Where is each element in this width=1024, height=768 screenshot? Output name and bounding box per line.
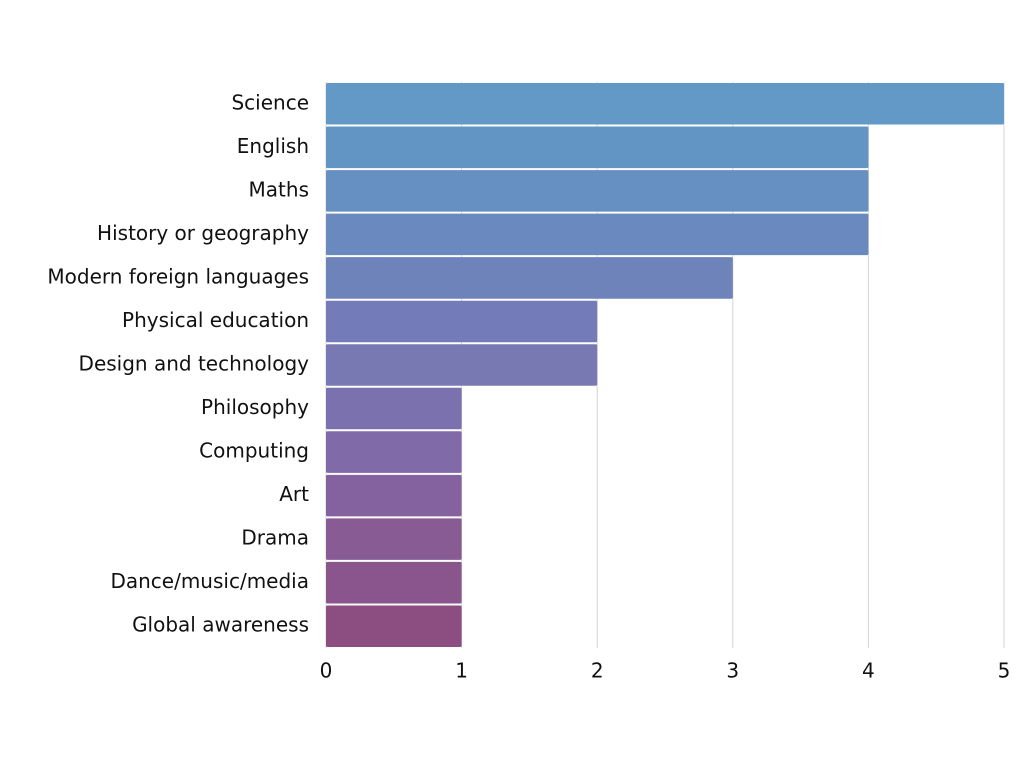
x-tick-label: 2 <box>591 659 604 683</box>
y-tick-label: Physical education <box>122 308 309 332</box>
x-tick-label: 5 <box>998 659 1011 683</box>
y-tick-label: History or geography <box>97 221 309 245</box>
bar <box>326 300 598 343</box>
bar <box>326 431 462 473</box>
bar <box>326 344 598 386</box>
bar <box>326 83 1004 125</box>
x-tick-label: 1 <box>455 659 468 683</box>
bar <box>326 605 462 647</box>
y-tick-label: Design and technology <box>79 352 310 376</box>
bar <box>326 387 462 430</box>
y-tick-label: Dance/music/media <box>110 569 309 593</box>
bar <box>326 213 869 256</box>
x-tick-label: 0 <box>320 659 333 683</box>
y-tick-label: Maths <box>249 177 309 201</box>
y-tick-label: Global awareness <box>132 613 309 637</box>
y-tick-label: Modern foreign languages <box>47 264 309 288</box>
x-tick-label: 4 <box>862 659 875 683</box>
bar <box>326 126 869 169</box>
y-tick-label: Drama <box>241 526 309 550</box>
bar <box>326 518 462 560</box>
y-tick-label: Art <box>279 482 309 506</box>
y-tick-label: Science <box>231 90 309 114</box>
bar <box>326 474 462 517</box>
y-tick-label: Computing <box>199 439 309 463</box>
y-tick-label: English <box>237 134 309 158</box>
bar <box>326 257 733 299</box>
bar <box>326 561 462 604</box>
y-tick-label: Philosophy <box>201 395 309 419</box>
bar <box>326 170 869 212</box>
x-tick-label: 3 <box>726 659 739 683</box>
